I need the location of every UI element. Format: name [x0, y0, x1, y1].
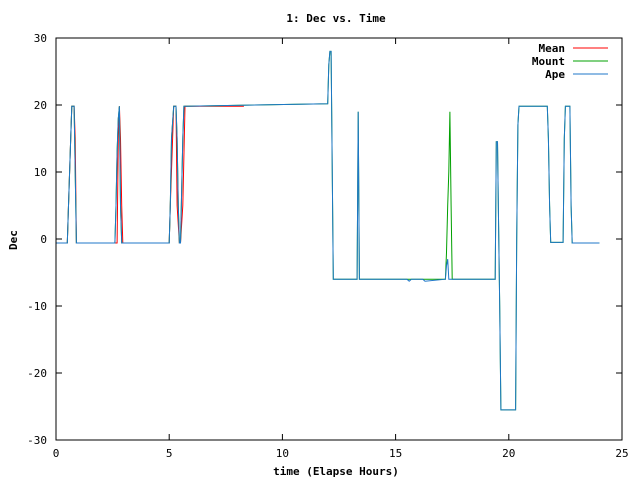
y-tick-label: 20 — [34, 99, 47, 112]
series-layer — [56, 50, 600, 411]
legend-label-mean: Mean — [539, 42, 566, 55]
x-tick-label: 10 — [276, 447, 289, 460]
y-tick-label: -20 — [27, 367, 47, 380]
y-tick-label: -30 — [27, 434, 47, 447]
series-line-mount — [56, 50, 600, 411]
y-tick-label: -10 — [27, 300, 47, 313]
y-tick-label: 30 — [34, 32, 47, 45]
axes-layer: 0 5 10 15 20 25 -30 -20 -10 0 10 20 30 — [27, 32, 629, 460]
x-tick-label: 25 — [615, 447, 628, 460]
plot-frame — [55, 37, 623, 441]
x-tick-label: 0 — [53, 447, 60, 460]
y-tick-label: 10 — [34, 166, 47, 179]
y-tick-label: 0 — [40, 233, 47, 246]
series-line-ape — [56, 50, 600, 411]
x-axis-label: time (Elapse Hours) — [273, 465, 399, 478]
legend-label-ape: Ape — [545, 68, 565, 81]
x-tick-label: 15 — [389, 447, 402, 460]
x-tick-label: 20 — [502, 447, 515, 460]
chart-title: 1: Dec vs. Time — [286, 12, 386, 25]
y-axis-label: Dec — [7, 230, 20, 250]
legend-label-mount: Mount — [532, 55, 565, 68]
series-line-mean — [56, 105, 244, 244]
x-tick-label: 5 — [166, 447, 173, 460]
